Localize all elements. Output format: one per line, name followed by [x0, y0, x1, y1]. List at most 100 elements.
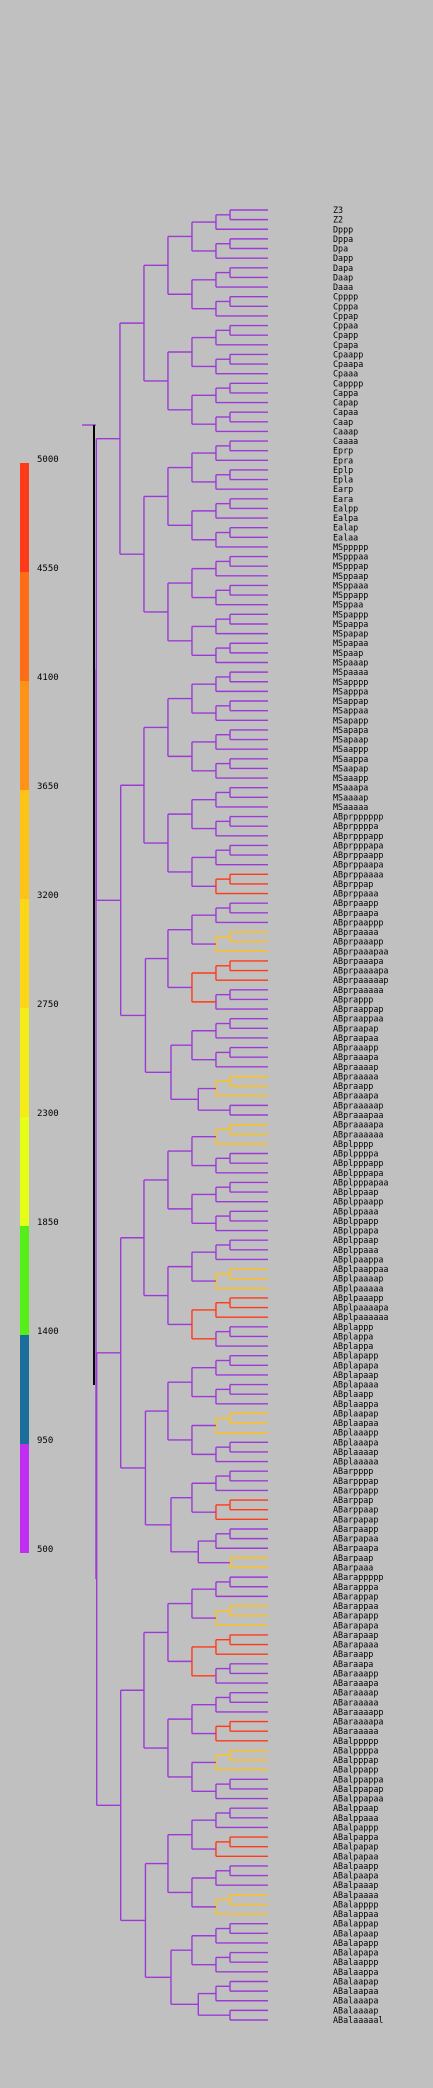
leaf-label: MSpappp — [333, 609, 368, 619]
leaf-label: ABpraaaaa — [333, 1071, 378, 1081]
leaf-label: ABalapaap — [333, 1928, 378, 1938]
leaf-label: ABarapaap — [333, 1630, 378, 1640]
leaf-label: ABprpaaaaa — [333, 985, 383, 995]
leaf-label: ABprpaaaa — [333, 927, 378, 937]
leaf-label: ABplpppapaa — [333, 1177, 388, 1187]
leaf-label: ABarapapa — [333, 1620, 378, 1630]
leaf-label: MSpaap — [333, 648, 363, 658]
leaf-label: MSpppap — [333, 561, 368, 571]
leaf-label: ABplpaaapp — [333, 1293, 383, 1303]
leaf-label: ABplppaap — [333, 1187, 378, 1197]
leaf-label: ABplpppapa — [333, 1168, 383, 1178]
scale-tick-label: 4550 — [37, 564, 59, 574]
leaf-label: ABprpaapa — [333, 908, 378, 918]
leaf-label: Dapp — [333, 253, 353, 263]
leaf-label: ABprppppa — [333, 821, 378, 831]
leaf-label: ABplapapp — [333, 1351, 378, 1361]
leaf-label: ABpraapp — [333, 1081, 373, 1091]
leaf-label: Cpaapa — [333, 359, 363, 369]
scale-segment-6 — [20, 1117, 29, 1226]
leaf-label: ABprpaaapaa — [333, 946, 388, 956]
leaf-label: ABalppaap — [333, 1803, 378, 1813]
leaf-label: ABplaapaa — [333, 1418, 378, 1428]
leaf-label: Dpa — [333, 244, 348, 254]
leaf-label: ABprppap — [333, 879, 373, 889]
leaf-label: ABaraapp — [333, 1649, 373, 1659]
leaf-label: ABpraaaap — [333, 1062, 378, 1072]
leaf-label: ABaraaaaa — [333, 1697, 378, 1707]
leaf-label: ABpraaapa — [333, 1091, 378, 1101]
leaf-label: MSapaap — [333, 735, 368, 745]
leaf-label: Ealpa — [333, 513, 358, 523]
leaf-label: ABprappp — [333, 994, 373, 1004]
scale-tick-label: 950 — [37, 1436, 54, 1446]
leaf-label: MSpappa — [333, 619, 368, 629]
leaf-label: ABpraaapaa — [333, 1110, 383, 1120]
scale-tick-label: 1400 — [37, 1327, 59, 1337]
leaf-label: MSpppaa — [333, 552, 368, 562]
leaf-label: Caaap — [333, 426, 358, 436]
leaf-label: ABaraapa — [333, 1659, 373, 1669]
leaf-label: ABarpaap — [333, 1553, 373, 1563]
leaf-label: Capap — [333, 398, 358, 408]
leaf-label: ABplpaappaa — [333, 1264, 388, 1274]
leaf-label: ABplapaaa — [333, 1380, 378, 1390]
leaf-label: ABalppppa — [333, 1745, 378, 1755]
leaf-label: ABplpaaaaa — [333, 1283, 383, 1293]
leaf-label: MSapppa — [333, 686, 368, 696]
leaf-label: ABpraaapp — [333, 1043, 378, 1053]
leaf-label: ABplpaaaap — [333, 1274, 383, 1284]
leaf-label: ABarppapp — [333, 1485, 378, 1495]
leaf-label: ABplappp — [333, 1322, 373, 1332]
leaf-label: MSapppp — [333, 677, 368, 687]
leaf-label: ABplppapa — [333, 1226, 378, 1236]
leaf-label: ABalappap — [333, 1919, 378, 1929]
leaf-label: ABpraappap — [333, 1004, 383, 1014]
leaf-label: MSppaaa — [333, 580, 368, 590]
scale-tick-label: 2750 — [37, 1000, 59, 1010]
scale-segment-8 — [20, 1335, 29, 1444]
leaf-label: ABalpaaaa — [333, 1890, 378, 1900]
leaf-label: ABalaaaaal — [333, 2015, 383, 2025]
leaf-label: ABarpaapp — [333, 1524, 378, 1534]
leaf-label: ABaraaapa — [333, 1678, 378, 1688]
leaf-label: Caap — [333, 417, 353, 427]
leaf-label: ABalaappp — [333, 1957, 378, 1967]
leaf-label: MSaapap — [333, 763, 368, 773]
leaf-label: ABprpppapa — [333, 840, 383, 850]
leaf-label: ABarpapaa — [333, 1534, 378, 1544]
leaf-label: ABplpppp — [333, 1139, 373, 1149]
leaf-label: ABaraaaapa — [333, 1717, 383, 1727]
scale-segment-9 — [20, 1444, 29, 1553]
leaf-label: ABalaapaa — [333, 1986, 378, 1996]
leaf-label: ABplpaaaaaa — [333, 1312, 388, 1322]
leaf-label: ABarpaapa — [333, 1543, 378, 1553]
leaf-label: ABalppapap — [333, 1784, 383, 1794]
leaf-label: ABplaaaap — [333, 1447, 378, 1457]
leaf-label: ABaraaaap — [333, 1688, 378, 1698]
leaf-label: ABplaapp — [333, 1389, 373, 1399]
leaf-label: MSapapp — [333, 715, 368, 725]
leaf-label: Cappa — [333, 388, 358, 398]
leaf-label: ABalpppap — [333, 1755, 378, 1765]
leaf-label: Eplp — [333, 465, 353, 475]
leaf-label: ABalppapaa — [333, 1794, 383, 1804]
leaf-label: ABarapapp — [333, 1611, 378, 1621]
leaf-label: ABplaapap — [333, 1408, 378, 1418]
leaf-label: ABalapppp — [333, 1899, 378, 1909]
leaf-label: ABalaaaap — [333, 2005, 378, 2015]
leaf-label: MSpaaaa — [333, 667, 368, 677]
scale-segment-7 — [20, 1226, 29, 1335]
leaf-label: ABalppaaa — [333, 1813, 378, 1823]
leaf-label: ABalaappa — [333, 1967, 378, 1977]
leaf-label: ABplaaapp — [333, 1428, 378, 1438]
leaf-label: ABpraaaaaa — [333, 1129, 383, 1139]
leaf-label: ABarppap — [333, 1495, 373, 1505]
leaf-label: ABarpppp — [333, 1466, 373, 1476]
leaf-label: ABplaaaaa — [333, 1457, 378, 1467]
scale-segment-2 — [20, 681, 29, 790]
leaf-label: ABaraaaaa — [333, 1726, 378, 1736]
leaf-label: ABprppaapp — [333, 850, 383, 860]
leaf-label: ABplppaapp — [333, 1197, 383, 1207]
